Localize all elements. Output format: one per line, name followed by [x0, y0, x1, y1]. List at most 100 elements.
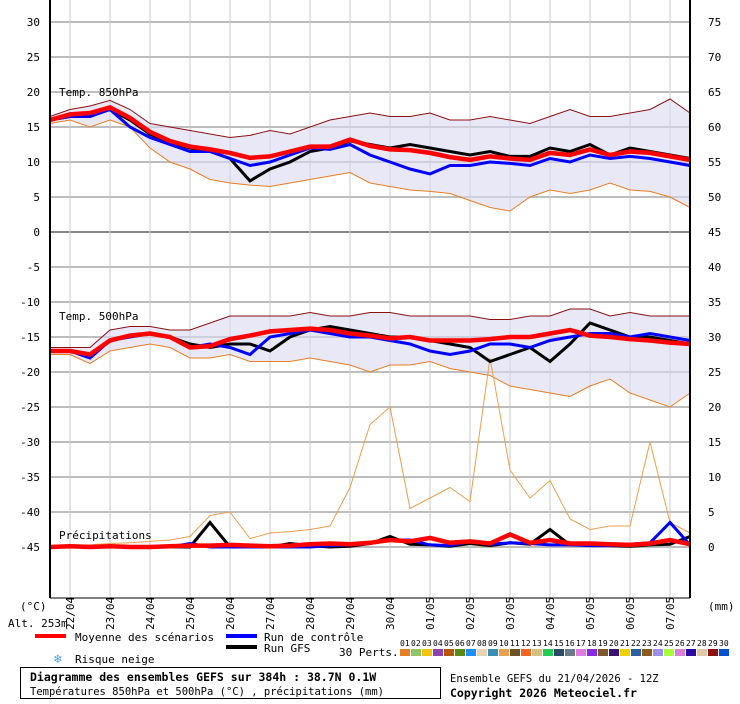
- pert-color-swatch: [697, 649, 707, 656]
- pert-color-swatch: [444, 649, 454, 656]
- pert-color-swatch: [565, 649, 575, 656]
- ensemble-mean-line: [49, 104, 691, 163]
- pert-number: 28: [697, 639, 707, 648]
- x-tick-label: 24/04: [144, 597, 157, 630]
- pert-number: 12: [521, 639, 531, 648]
- pert-number: 07: [466, 639, 476, 648]
- pert-number: 24: [653, 639, 663, 648]
- spread-band: [50, 309, 690, 407]
- left-tick-label: -5: [27, 261, 40, 274]
- right-tick-label: 70: [708, 51, 721, 64]
- right-tick-label: 5: [708, 506, 715, 519]
- right-tick-label: 0: [708, 541, 715, 554]
- pert-number: 27: [686, 639, 696, 648]
- left-tick-label: -45: [20, 541, 40, 554]
- x-tick-label: 02/05: [464, 597, 477, 630]
- x-tick-label: 04/05: [544, 597, 557, 630]
- x-tick-label: 03/05: [504, 597, 517, 630]
- pert-number: 29: [708, 639, 718, 648]
- pert-number: 03: [422, 639, 432, 648]
- legend-mean-label: Moyenne des scénarios: [75, 631, 214, 644]
- pert-color-swatch: [598, 649, 608, 656]
- panel-label-precip: Précipitations: [59, 529, 152, 542]
- pert-color-swatch: [488, 649, 498, 656]
- pert-color-swatch: [653, 649, 663, 656]
- x-tick-label: 06/05: [624, 597, 637, 630]
- legend-control-label: Run de contrôle: [264, 631, 363, 644]
- pert-color-swatch: [631, 649, 641, 656]
- title-box: Diagramme des ensembles GEFS sur 384h : …: [20, 667, 441, 699]
- ensemble-max-line: [49, 357, 691, 548]
- pert-color-swatch: [620, 649, 630, 656]
- chart-title: Diagramme des ensembles GEFS sur 384h : …: [30, 670, 376, 684]
- copyright: Copyright 2026 Meteociel.fr: [450, 686, 637, 700]
- pert-number: 02: [411, 639, 421, 648]
- left-tick-label: 25: [27, 51, 40, 64]
- pert-color-swatch: [686, 649, 696, 656]
- pert-color-swatch: [521, 649, 531, 656]
- ensemble-mean-line: [50, 326, 691, 357]
- legend-gfs-label: Run GFS: [264, 642, 310, 655]
- left-tick-label: -15: [20, 331, 40, 344]
- pert-color-swatch: [455, 649, 465, 656]
- pert-number: 08: [477, 639, 487, 648]
- pert-number: 10: [499, 639, 509, 648]
- x-tick-label: 26/04: [224, 597, 237, 630]
- pert-color-swatch: [422, 649, 432, 656]
- right-tick-label: 30: [708, 331, 721, 344]
- left-tick-label: 30: [27, 16, 40, 29]
- pert-number: 18: [587, 639, 597, 648]
- pert-color-swatch: [587, 649, 597, 656]
- pert-color-swatch: [664, 649, 674, 656]
- x-tick-label: 29/04: [344, 597, 357, 630]
- panel-label-t850: Temp. 850hPa: [59, 86, 138, 99]
- pert-number: 14: [543, 639, 553, 648]
- pert-number: 01: [400, 639, 410, 648]
- pert-color-swatch: [609, 649, 619, 656]
- x-tick-label: 22/04: [64, 597, 77, 630]
- ensemble-min-line: [49, 119, 691, 212]
- pert-number: 04: [433, 639, 443, 648]
- series-lines: [49, 104, 692, 550]
- chart-subtitle: Températures 850hPa et 500hPa (°C) , pré…: [30, 686, 384, 698]
- control-run-line: [49, 107, 691, 176]
- pert-number: 23: [642, 639, 652, 648]
- pert-number: 30: [719, 639, 729, 648]
- pert-color-swatch: [719, 649, 729, 656]
- left-tick-label: -10: [20, 296, 40, 309]
- right-tick-label: 10: [708, 471, 721, 484]
- pert-color-swatch: [499, 649, 509, 656]
- axis-tick-labels: 22/04 23/04 24/04 25/04 26/04 27/04 28/04 29/04…: [20, 16, 721, 630]
- pert-number: 16: [565, 639, 575, 648]
- left-tick-label: -40: [20, 506, 40, 519]
- left-tick-label: 10: [27, 156, 40, 169]
- right-tick-label: 25: [708, 366, 721, 379]
- pert-color-swatch: [477, 649, 487, 656]
- pert-color-swatch: [411, 649, 421, 656]
- legend-snow-label: Risque neige: [75, 653, 154, 666]
- pert-color-swatch: [675, 649, 685, 656]
- pert-color-swatch: [466, 649, 476, 656]
- ensemble-max-line: [50, 308, 690, 348]
- right-tick-label: 40: [708, 261, 721, 274]
- pert-number: 05: [444, 639, 454, 648]
- pert-color-swatch: [543, 649, 553, 656]
- altitude-label: Alt. 253m: [8, 617, 68, 630]
- right-tick-label: 75: [708, 16, 721, 29]
- right-tick-label: 20: [708, 401, 721, 414]
- pert-number: 22: [631, 639, 641, 648]
- x-tick-label: 05/05: [584, 597, 597, 630]
- left-tick-label: -20: [20, 366, 40, 379]
- run-info: Ensemble GEFS du 21/04/2026 - 12Z: [450, 673, 659, 685]
- panel-label-t500: Temp. 500hPa: [59, 310, 138, 323]
- right-tick-label: 45: [708, 226, 721, 239]
- left-tick-label: 0: [33, 226, 40, 239]
- ensemble-min-line: [50, 343, 691, 408]
- right-tick-label: 55: [708, 156, 721, 169]
- pert-number: 09: [488, 639, 498, 648]
- pert-number: 21: [620, 639, 630, 648]
- legend: Moyenne des scénarios Run de contrôle Ru…: [35, 631, 729, 667]
- x-tick-label: 25/04: [184, 597, 197, 630]
- pert-number: 13: [532, 639, 542, 648]
